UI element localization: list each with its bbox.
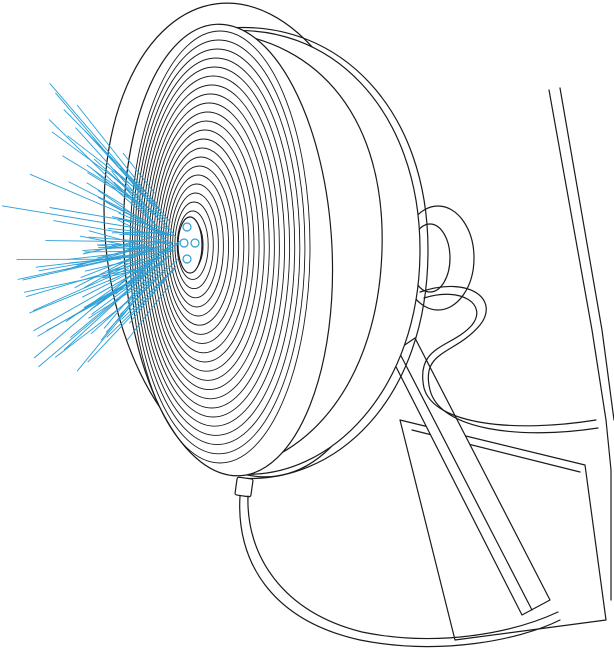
light-ray	[53, 220, 152, 239]
light-ray	[51, 131, 142, 198]
light-ray	[107, 227, 174, 236]
light-ray	[107, 257, 143, 273]
light-ray	[22, 256, 127, 281]
light-ray	[90, 279, 151, 335]
light-ray	[46, 281, 137, 331]
light-rays	[1, 83, 180, 372]
light-ray	[102, 263, 166, 279]
light-ray	[29, 173, 122, 214]
reflector-ring	[141, 75, 286, 418]
light-ray	[111, 216, 169, 230]
light-ray	[105, 201, 168, 237]
light-ray	[87, 172, 141, 206]
light-ray	[1, 205, 135, 229]
power-cord	[234, 476, 561, 648]
led-emitter	[190, 238, 200, 248]
light-ray	[38, 249, 158, 272]
light-ray	[141, 225, 173, 237]
reflector-ring	[129, 30, 311, 464]
light-ray	[119, 233, 150, 236]
light-ray	[104, 243, 180, 278]
light-ray	[84, 259, 133, 272]
reflector-ring	[155, 129, 255, 363]
light-ray	[65, 236, 168, 271]
light-ray	[48, 119, 156, 224]
light-ray	[84, 250, 177, 253]
light-ray	[88, 236, 170, 244]
light-ray	[54, 289, 145, 358]
light-ray	[70, 273, 148, 338]
light-ray	[121, 265, 177, 320]
light-ray	[128, 267, 175, 324]
led-emitter	[182, 254, 192, 264]
light-ray	[97, 189, 152, 228]
light-ray	[76, 269, 161, 372]
light-ray	[124, 252, 160, 281]
light-ray	[96, 241, 166, 259]
light-ray	[92, 169, 161, 230]
light-ray	[75, 127, 168, 230]
light-ray	[111, 170, 152, 220]
reflector-ring	[150, 111, 265, 381]
stand-arm	[389, 337, 551, 616]
light-ray	[126, 255, 169, 287]
bracket-loop	[419, 285, 599, 434]
reflector-ring	[160, 147, 245, 345]
light-ray	[92, 270, 147, 309]
led-emitter	[179, 238, 189, 248]
light-ray	[126, 284, 171, 341]
light-ray	[33, 269, 138, 359]
light-ray	[67, 135, 145, 196]
reflector-ring	[148, 102, 270, 391]
light-ray	[49, 207, 133, 223]
light-ray	[150, 268, 175, 293]
light-ray	[63, 268, 153, 351]
light-ray	[87, 299, 147, 363]
light-ray	[86, 182, 125, 207]
light-ray	[82, 233, 169, 255]
light-ray	[105, 265, 169, 333]
light-ray	[82, 269, 136, 298]
light-ray	[154, 209, 177, 238]
led-cluster	[177, 216, 203, 274]
led-emitter	[182, 222, 192, 232]
light-ray	[103, 263, 160, 329]
reflector-ring	[176, 210, 209, 280]
light-ray	[113, 169, 160, 211]
light-ray	[25, 256, 160, 298]
reflector-ring	[164, 165, 235, 326]
reflector-ring	[153, 120, 260, 372]
light-ray	[122, 152, 155, 194]
light-ray	[29, 275, 120, 314]
light-ray	[62, 155, 158, 214]
light-ray	[63, 109, 158, 205]
reflector-ring	[169, 183, 224, 308]
reflector-ring	[157, 138, 250, 354]
light-ray	[91, 254, 172, 315]
light-ray	[49, 83, 143, 192]
light-ray	[97, 243, 140, 246]
stand-frame-rod	[548, 87, 614, 601]
light-ray	[120, 167, 171, 223]
